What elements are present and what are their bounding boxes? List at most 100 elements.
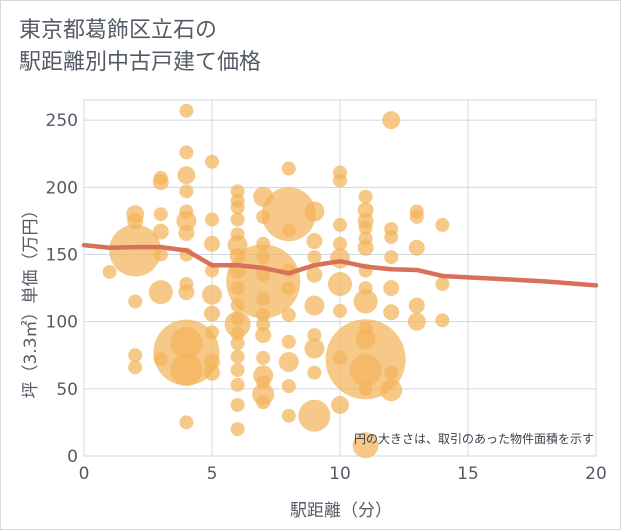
bubble-point: [408, 297, 425, 314]
size-note: 円の大きさは、取引のあった物件面積を示す: [354, 431, 594, 446]
y-tick-label: 100: [46, 313, 78, 333]
bubble-point: [409, 209, 424, 224]
bubble-point: [383, 280, 400, 297]
bubble-point: [357, 239, 374, 256]
y-tick-label: 150: [46, 245, 78, 265]
bubble-point: [256, 317, 271, 332]
bubble-point: [435, 277, 450, 292]
bubble-point: [256, 395, 271, 410]
bubble-point: [256, 291, 271, 306]
bubble-point: [333, 236, 347, 251]
bubble-point: [407, 312, 426, 331]
bubble-point: [230, 349, 245, 364]
bubble-point: [178, 284, 195, 301]
bubble-point: [177, 166, 196, 185]
bubble-point: [128, 348, 143, 363]
bubble-point: [153, 247, 168, 262]
chart-title: 東京都葛飾区立石の 駅距離別中古戸建て価格: [19, 15, 261, 79]
bubble-point: [281, 408, 296, 423]
bubble-point: [179, 415, 194, 430]
bubble-point: [333, 217, 347, 232]
bubble-point: [128, 294, 143, 309]
bubble-point: [178, 224, 195, 241]
bubble-point: [307, 365, 322, 380]
bubble-point: [331, 395, 349, 414]
bubble-point: [153, 207, 168, 222]
bubble-point: [358, 220, 373, 235]
bubble-point: [304, 338, 325, 359]
bubble-point: [352, 432, 379, 459]
bubble-point: [281, 223, 296, 238]
bubble-point: [148, 280, 173, 305]
bubble-point: [307, 250, 322, 265]
y-tick-label: 0: [67, 447, 78, 467]
bubble-point: [380, 379, 403, 402]
bubble-point: [408, 239, 425, 256]
x-tick-label: 0: [79, 464, 90, 484]
bubble-point: [152, 223, 169, 240]
bubble-point: [306, 233, 323, 250]
bubble-point: [384, 365, 399, 380]
bubble-point: [153, 352, 168, 367]
bubble-point: [333, 173, 347, 188]
bubble-point: [204, 305, 220, 322]
bubble-point: [255, 327, 272, 344]
bubble-point: [152, 173, 169, 190]
bubble-point: [304, 201, 325, 222]
bubble-series: [102, 103, 450, 459]
bubble-point: [102, 264, 117, 279]
x-tick-label: 20: [585, 464, 607, 484]
bubble-point: [179, 145, 194, 160]
x-tick-label: 5: [207, 464, 218, 484]
y-tick-label: 200: [46, 178, 78, 198]
bubble-point: [179, 184, 194, 199]
bubble-point: [230, 363, 245, 378]
bubble-point: [281, 161, 296, 176]
x-axis-label: 駅距離（分）: [290, 501, 392, 521]
bubble-point: [230, 200, 245, 215]
bubble-point: [226, 244, 301, 319]
bubble-point: [384, 230, 399, 245]
bubble-point: [353, 289, 378, 314]
bubble-point: [230, 212, 245, 227]
trend-line: [81, 242, 599, 288]
bubble-point: [224, 311, 251, 338]
bubble-point: [281, 281, 296, 296]
bubble-point: [205, 154, 219, 169]
bubble-point: [281, 307, 296, 322]
bubble-point: [278, 351, 299, 372]
bubble-point: [306, 266, 323, 283]
bubble-point: [281, 334, 296, 349]
chart-title-line-1: 東京都葛飾区立石の: [19, 18, 218, 43]
y-tick-label: 250: [46, 111, 78, 131]
bubble-point: [230, 336, 245, 351]
bubble-point: [358, 381, 373, 396]
bubble-point: [230, 298, 245, 313]
trend-series: [81, 242, 599, 288]
x-tick-label: 15: [457, 464, 479, 484]
bubble-point: [230, 422, 245, 437]
bubble-point: [382, 111, 401, 130]
bubble-point: [179, 103, 194, 118]
bubble-point: [333, 303, 347, 318]
bubble-point: [205, 212, 219, 227]
bubble-point: [333, 350, 347, 365]
bubble-point: [109, 224, 162, 277]
bubble-point: [128, 360, 143, 375]
bubble-point: [256, 350, 271, 365]
bubble-point: [330, 248, 350, 269]
bubble-point: [384, 250, 399, 265]
bubble-point: [307, 328, 322, 343]
y-axis-label: 坪（3.3㎡）単価（万円）: [21, 201, 41, 398]
x-tick-label: 10: [329, 464, 351, 484]
bubble-point: [204, 364, 220, 381]
bubble-point: [383, 304, 400, 321]
bubble-point: [256, 209, 271, 224]
bubble-point: [204, 235, 220, 252]
bubble-point: [358, 189, 373, 204]
chart-title-line-2: 駅距離別中古戸建て価格: [19, 50, 262, 75]
bubble-point: [435, 217, 450, 232]
bubble-point: [435, 313, 450, 328]
